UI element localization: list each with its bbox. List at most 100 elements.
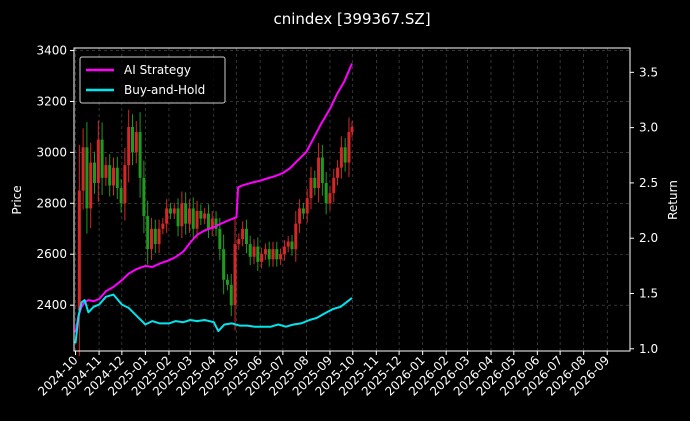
candle-body bbox=[343, 147, 347, 163]
y-left-tick-label: 3200 bbox=[36, 94, 67, 108]
y-left-tick-label: 2800 bbox=[36, 196, 67, 210]
candle-body bbox=[172, 208, 176, 214]
candle-body bbox=[350, 126, 354, 133]
candle-body bbox=[130, 126, 134, 153]
candle-body bbox=[225, 279, 229, 285]
plot-frame bbox=[73, 47, 631, 352]
y-left-tick-label: 2400 bbox=[36, 298, 67, 312]
candle-body bbox=[108, 165, 112, 186]
candle-body bbox=[263, 249, 267, 255]
candle-body bbox=[248, 244, 252, 257]
y-axis-left: 2400 2600 2800 3000 3200 3400 bbox=[36, 44, 74, 312]
y-axis-right: 1.0 1.5 2.0 2.5 3.0 3.5 bbox=[630, 65, 658, 356]
candle-body bbox=[127, 126, 131, 166]
legend-label-buy-and-hold: Buy-and-Hold bbox=[124, 83, 205, 97]
candle-body bbox=[142, 177, 146, 217]
candle-body bbox=[241, 228, 245, 239]
candle-body bbox=[214, 218, 218, 229]
candle-body bbox=[123, 165, 127, 204]
candle-body bbox=[161, 223, 165, 229]
candle-body bbox=[203, 213, 207, 219]
candle-body bbox=[176, 208, 180, 227]
candle-body bbox=[119, 188, 123, 204]
candle-body bbox=[244, 228, 248, 245]
candle-body bbox=[309, 177, 313, 199]
candle-body bbox=[347, 132, 351, 163]
candle-body bbox=[233, 244, 237, 306]
chart-title: cnindex [399367.SZ] bbox=[273, 10, 430, 28]
candle-body bbox=[328, 193, 332, 204]
series-lines bbox=[74, 63, 353, 344]
series-line-ai-strategy bbox=[74, 63, 353, 333]
candle-body bbox=[294, 223, 298, 250]
candle-body bbox=[267, 249, 271, 260]
candle-body bbox=[165, 208, 169, 224]
candle-body bbox=[339, 147, 343, 168]
y-right-tick-label: 3.5 bbox=[639, 65, 658, 79]
candle-body bbox=[252, 246, 256, 257]
candle-body bbox=[157, 228, 161, 245]
candle-body bbox=[104, 165, 108, 178]
candle-body bbox=[146, 216, 150, 250]
candle-body bbox=[115, 167, 119, 189]
y-left-tick-label: 2600 bbox=[36, 247, 67, 261]
y-right-tick-label: 2.0 bbox=[639, 231, 658, 245]
candle-body bbox=[96, 139, 100, 183]
y-left-tick-label: 3400 bbox=[36, 44, 67, 58]
candle-body bbox=[100, 139, 104, 178]
candle-body bbox=[301, 208, 305, 214]
candle-body bbox=[282, 246, 286, 255]
candle-body bbox=[138, 132, 142, 178]
candle-body bbox=[168, 208, 172, 214]
candle-body bbox=[222, 249, 226, 280]
candle-body bbox=[275, 249, 279, 260]
candle-body bbox=[237, 238, 241, 245]
candle-body bbox=[218, 228, 222, 250]
legend-box bbox=[79, 56, 226, 104]
candle-body bbox=[149, 228, 153, 250]
candle-body bbox=[336, 167, 340, 178]
candle-body bbox=[324, 182, 328, 204]
candle-body bbox=[153, 228, 157, 245]
candle-body bbox=[260, 254, 264, 262]
candle-body bbox=[313, 177, 317, 189]
candle-body bbox=[271, 249, 275, 260]
candle-body bbox=[187, 208, 191, 224]
candle-body bbox=[195, 210, 199, 229]
candle-body bbox=[210, 218, 214, 229]
candle-body bbox=[199, 210, 203, 219]
candle-body bbox=[286, 241, 290, 247]
candle-body bbox=[206, 213, 210, 229]
candle-body bbox=[93, 162, 97, 183]
candle-body bbox=[290, 241, 294, 250]
candle-body bbox=[256, 246, 260, 262]
candle-body bbox=[320, 157, 324, 183]
y-left-tick-label: 3000 bbox=[36, 145, 67, 159]
y-right-tick-label: 1.5 bbox=[639, 286, 658, 300]
candle-body bbox=[180, 203, 184, 227]
legend-label-ai-strategy: AI Strategy bbox=[124, 63, 191, 77]
candle-body bbox=[111, 167, 115, 186]
legend: AI Strategy Buy-and-Hold bbox=[79, 56, 226, 104]
candle-body bbox=[332, 177, 336, 194]
candle-body bbox=[229, 284, 233, 306]
candle-body bbox=[184, 203, 188, 224]
candle-body bbox=[77, 190, 81, 311]
series-line-buy-and-hold bbox=[74, 293, 353, 344]
y-axis-left-label: Price bbox=[10, 185, 24, 214]
candle-body bbox=[89, 162, 93, 209]
candle-body bbox=[85, 147, 89, 209]
y-axis-right-label: Return bbox=[666, 180, 680, 220]
candle-body bbox=[134, 132, 138, 153]
candle-body bbox=[81, 147, 85, 191]
candle-body bbox=[279, 254, 283, 260]
candle-body bbox=[317, 157, 321, 189]
candle-body bbox=[305, 198, 309, 214]
candles bbox=[77, 109, 354, 356]
y-right-tick-label: 3.0 bbox=[639, 121, 658, 135]
y-right-tick-label: 1.0 bbox=[639, 342, 658, 356]
candle-body bbox=[191, 208, 195, 229]
y-right-tick-label: 2.5 bbox=[639, 176, 658, 190]
candle-body bbox=[298, 208, 302, 224]
